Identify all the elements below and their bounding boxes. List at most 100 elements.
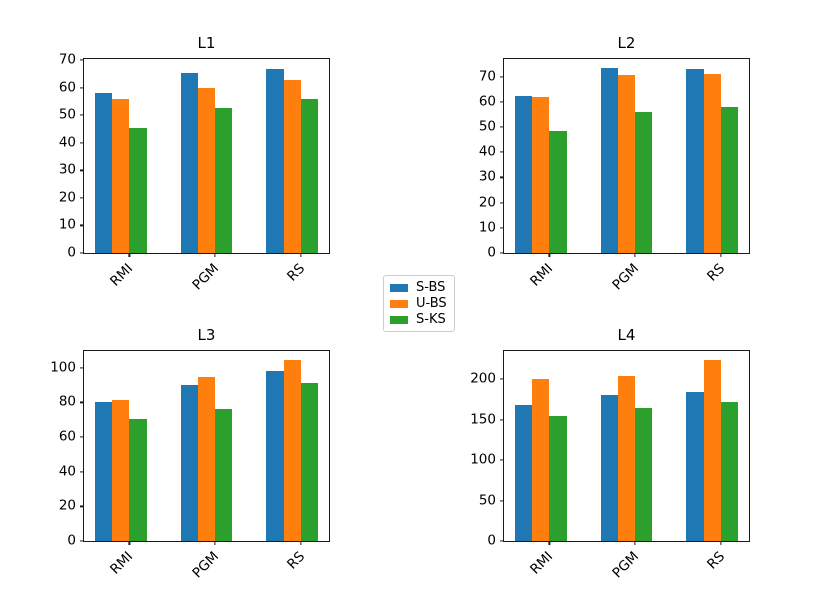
- subplot-l1-title: L1: [197, 34, 216, 52]
- bar-s-bs-rs: [266, 371, 284, 541]
- legend-label-s-bs: S-BS: [416, 280, 446, 295]
- bar-s-ks-rs: [300, 383, 318, 541]
- y-tick-label: 60: [478, 93, 496, 110]
- y-tick-mark: [80, 114, 84, 116]
- legend-label-s-ks: S-KS: [416, 312, 446, 327]
- y-tick-label: 60: [58, 428, 76, 445]
- subplot-l2: L2 0 10 20 30 40 50 60 70 RMI PGM RS: [479, 34, 750, 293]
- bar-s-bs-rmi: [95, 93, 113, 253]
- y-tick-mark: [80, 252, 84, 254]
- y-tick-mark: [80, 197, 84, 199]
- bar-s-ks-pgm: [215, 107, 233, 253]
- y-tick-label: 30: [58, 161, 76, 178]
- bar-s-ks-rs: [720, 106, 738, 253]
- y-tick-label: 10: [478, 219, 496, 236]
- bar-s-bs-pgm: [180, 73, 198, 253]
- y-tick-label: 0: [487, 532, 496, 549]
- x-tick-mark: [300, 541, 302, 545]
- y-tick-label: 50: [478, 491, 496, 508]
- subplot-l4-title: L4: [617, 326, 636, 344]
- y-tick-label: 50: [478, 118, 496, 135]
- y-tick-label: 0: [487, 244, 496, 261]
- y-tick-mark: [80, 367, 84, 369]
- x-tick-mark: [548, 253, 550, 257]
- y-tick-label: 50: [58, 106, 76, 123]
- y-tick-mark: [500, 378, 504, 380]
- x-tick-label: RMI: [107, 260, 137, 290]
- bar-s-ks-rs: [300, 98, 318, 253]
- legend-item-s-ks: S-KS: [390, 313, 447, 326]
- y-tick-mark: [80, 142, 84, 144]
- x-tick-mark: [214, 253, 216, 257]
- y-tick-mark: [80, 87, 84, 89]
- x-tick-label: RMI: [107, 548, 137, 578]
- y-tick-mark: [500, 459, 504, 461]
- x-tick-mark: [634, 541, 636, 545]
- bar-s-ks-rs: [720, 402, 738, 541]
- y-tick-label: 70: [58, 51, 76, 68]
- y-tick-mark: [80, 59, 84, 61]
- bar-s-ks-rmi: [129, 127, 147, 253]
- y-tick-mark: [500, 418, 504, 421]
- bar-s-ks-rmi: [129, 419, 147, 541]
- bar-s-bs-pgm: [180, 384, 198, 541]
- bar-u-bs-rs: [283, 79, 301, 253]
- y-tick-mark: [500, 101, 504, 103]
- y-tick-label: 60: [58, 78, 76, 95]
- bar-s-bs-rmi: [515, 405, 533, 541]
- subplot-l3: L3 0 20 40 60 80 100 RMI PGM RS: [50, 326, 330, 581]
- bar-u-bs-rs: [703, 74, 721, 253]
- x-tick-mark: [214, 541, 216, 545]
- x-tick-label: RS: [703, 260, 728, 285]
- legend-patch-s-bs-icon: [390, 283, 408, 292]
- x-tick-label: RS: [283, 260, 308, 285]
- subplot-l3-title: L3: [197, 326, 216, 344]
- subplot-l2-title: L2: [617, 34, 636, 52]
- bar-s-ks-rmi: [549, 131, 567, 253]
- y-tick-mark: [500, 151, 504, 153]
- y-tick-label: 30: [478, 168, 496, 185]
- bar-s-ks-pgm: [635, 408, 653, 541]
- y-tick-label: 100: [50, 359, 76, 376]
- y-tick-mark: [80, 540, 84, 542]
- bar-u-bs-rmi: [112, 400, 130, 541]
- y-tick-label: 20: [58, 497, 76, 514]
- y-tick-label: 40: [478, 143, 496, 160]
- bar-s-bs-pgm: [600, 395, 618, 541]
- y-tick-label: 20: [478, 193, 496, 210]
- x-tick-label: RMI: [527, 548, 557, 578]
- y-tick-mark: [500, 499, 504, 502]
- legend-patch-s-ks-icon: [390, 315, 408, 324]
- bar-u-bs-rmi: [112, 98, 130, 253]
- y-tick-mark: [80, 471, 84, 473]
- x-tick-label: RS: [703, 548, 728, 573]
- y-tick-label: 20: [58, 189, 76, 206]
- y-tick-label: 10: [58, 216, 76, 233]
- bar-u-bs-pgm: [197, 88, 216, 253]
- y-tick-mark: [80, 169, 84, 171]
- y-tick-label: 80: [58, 393, 76, 410]
- subplot-l1: L1 0 10 20 30 40 50 60 70 RMI PGM RS: [59, 34, 330, 293]
- x-tick-mark: [128, 253, 130, 257]
- x-tick-mark: [720, 253, 722, 257]
- bar-u-bs-rs: [703, 360, 721, 541]
- y-tick-mark: [500, 176, 504, 178]
- legend-item-s-bs: S-BS: [390, 281, 447, 294]
- bar-u-bs-rmi: [532, 378, 550, 541]
- x-tick-label: RMI: [527, 260, 557, 290]
- y-tick-label: 70: [478, 67, 496, 84]
- y-tick-mark: [500, 76, 504, 78]
- y-tick-mark: [500, 252, 504, 254]
- bar-u-bs-pgm: [617, 375, 636, 541]
- bar-s-bs-rmi: [515, 95, 533, 253]
- x-tick-label: RS: [283, 548, 308, 573]
- y-tick-label: 100: [470, 451, 496, 468]
- bar-s-bs-rs: [686, 392, 704, 541]
- subplot-l4: L4 0 50 100 150 200 RMI PGM RS: [470, 326, 750, 581]
- bar-s-bs-rs: [686, 68, 704, 253]
- bar-s-bs-rmi: [95, 401, 113, 541]
- x-tick-mark: [548, 541, 550, 545]
- y-tick-mark: [500, 126, 504, 128]
- x-tick-label: PGM: [609, 548, 643, 582]
